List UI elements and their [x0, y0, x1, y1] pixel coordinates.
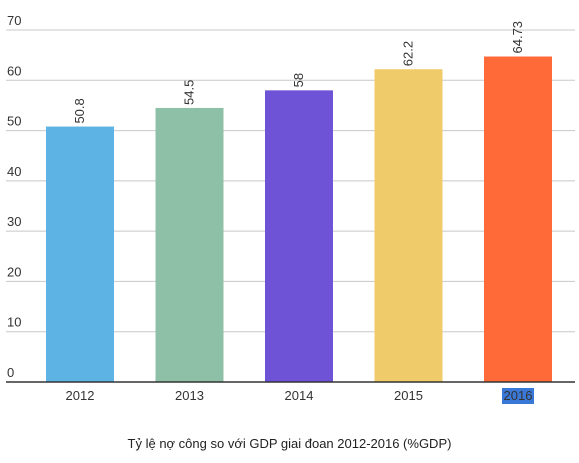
- data-label: 64.73: [510, 21, 525, 54]
- y-tick-label: 60: [7, 63, 21, 78]
- y-tick-label: 50: [7, 114, 21, 129]
- data-label: 58: [291, 73, 306, 87]
- x-tick-label: 2012: [66, 388, 95, 403]
- y-tick-label: 30: [7, 214, 21, 229]
- data-label: 62.2: [401, 41, 416, 66]
- y-tick-label: 70: [7, 13, 21, 28]
- y-tick-label: 0: [7, 365, 14, 380]
- y-tick-label: 10: [7, 315, 21, 330]
- data-label: 54.5: [182, 80, 197, 105]
- bar: [484, 56, 552, 382]
- y-tick-label: 20: [7, 264, 21, 279]
- chart-caption: Tỷ lệ nợ công so với GDP giai đoan 2012-…: [127, 436, 452, 451]
- y-tick-label: 40: [7, 164, 21, 179]
- x-tick-label: 2016: [504, 388, 533, 403]
- x-tick-label: 2015: [394, 388, 423, 403]
- x-tick-label: 2014: [285, 388, 314, 403]
- bar: [374, 69, 443, 383]
- bar: [265, 90, 333, 382]
- data-label: 50.8: [72, 98, 87, 123]
- x-tick-label: 2013: [175, 388, 204, 403]
- bar: [155, 107, 224, 382]
- x-tick-highlight: [502, 388, 534, 404]
- bar: [46, 126, 114, 382]
